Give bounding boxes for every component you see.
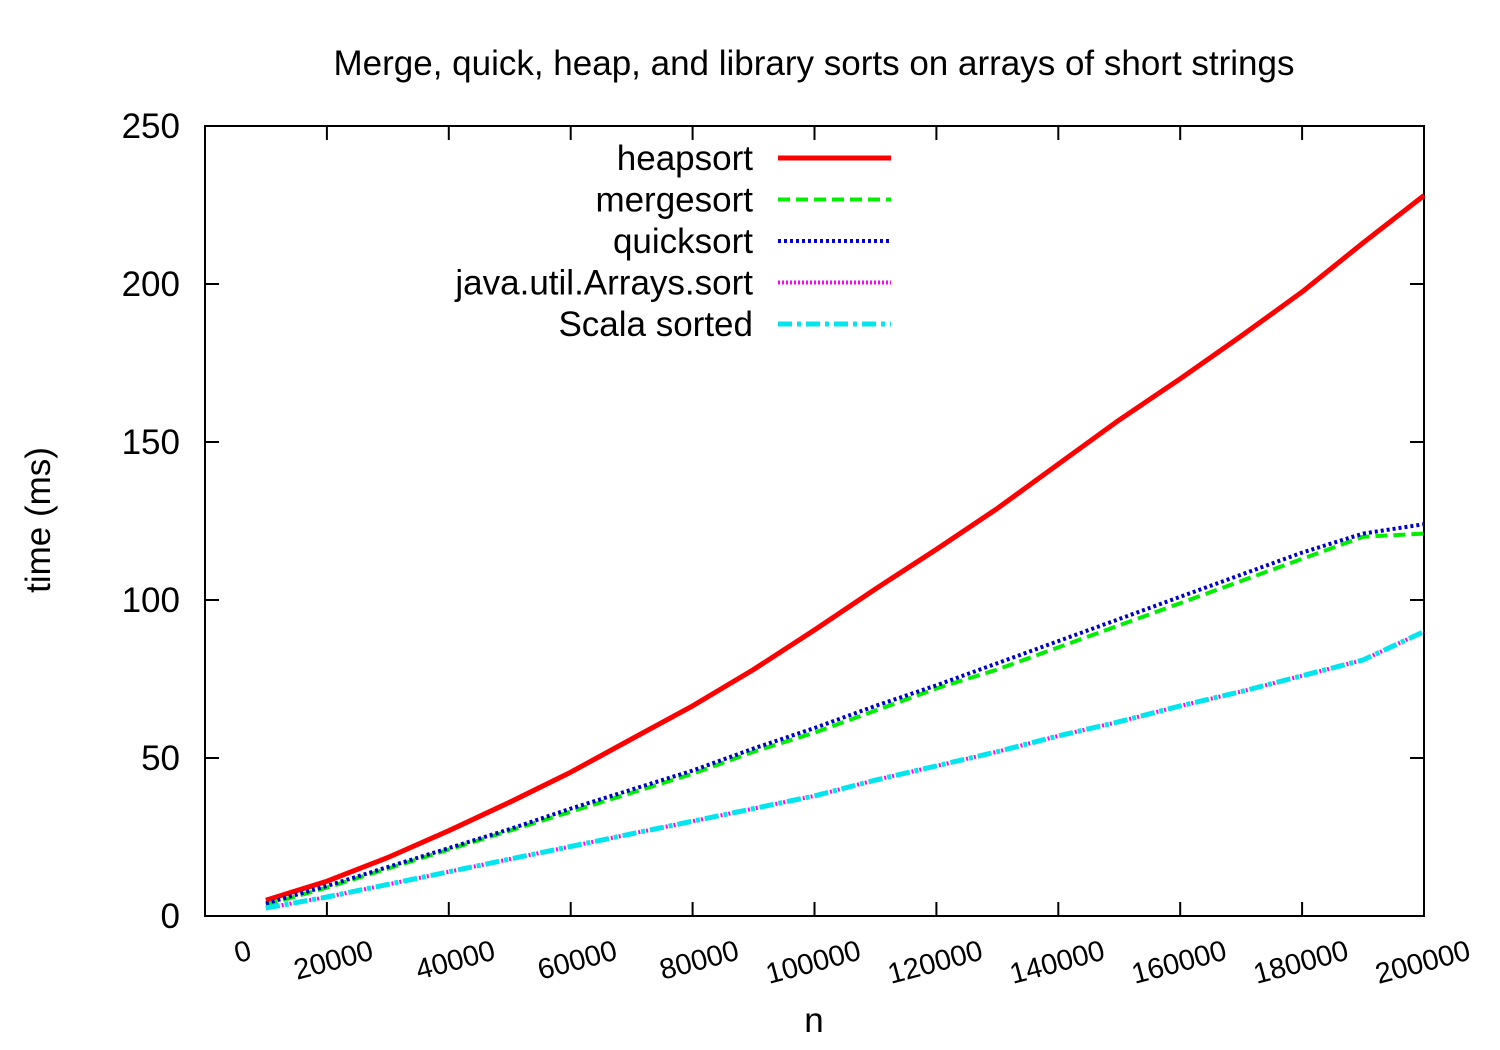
y-tick-label: 50 [141,739,180,778]
y-axis-label: time (ms) [19,447,58,593]
series-line-3 [265,629,1425,911]
legend-label: mergesort [595,181,753,220]
legend-label: java.util.Arrays.sort [454,264,753,303]
series-line-1 [265,531,1425,907]
y-tick-label: 250 [122,107,180,146]
x-tick-label: 140000 [1006,935,1108,991]
x-tick-label: 60000 [534,935,620,987]
x-axis-label: n [804,1001,823,1040]
series-layer [265,193,1426,911]
plot-border [204,125,1425,917]
x-tick-label: 80000 [656,935,742,987]
x-tick-label: 100000 [763,935,865,991]
plot-frame [204,125,1425,917]
legend-label: heapsort [617,139,753,178]
chart-title: Merge, quick, heap, and library sorts on… [334,44,1295,83]
y-tick-label: 0 [161,897,180,936]
x-tick-label: 120000 [884,935,986,991]
series-line-2 [265,522,1425,906]
x-tick-label: 160000 [1128,935,1230,991]
y-tick-label: 200 [122,265,180,304]
x-tick-label: 180000 [1250,935,1352,991]
legend-label: Scala sorted [558,305,753,344]
y-tick-label: 100 [122,581,180,620]
series-line-0 [265,193,1426,903]
series-line-4 [265,629,1426,911]
y-tick-label: 150 [122,423,180,462]
legend: heapsortmergesortquicksortjava.util.Arra… [454,139,891,344]
x-tick-label: 0 [231,935,255,970]
legend-label: quicksort [613,222,753,261]
x-tick-label: 200000 [1372,935,1474,991]
x-tick-label: 20000 [291,935,377,987]
x-tick-label: 40000 [412,935,498,987]
